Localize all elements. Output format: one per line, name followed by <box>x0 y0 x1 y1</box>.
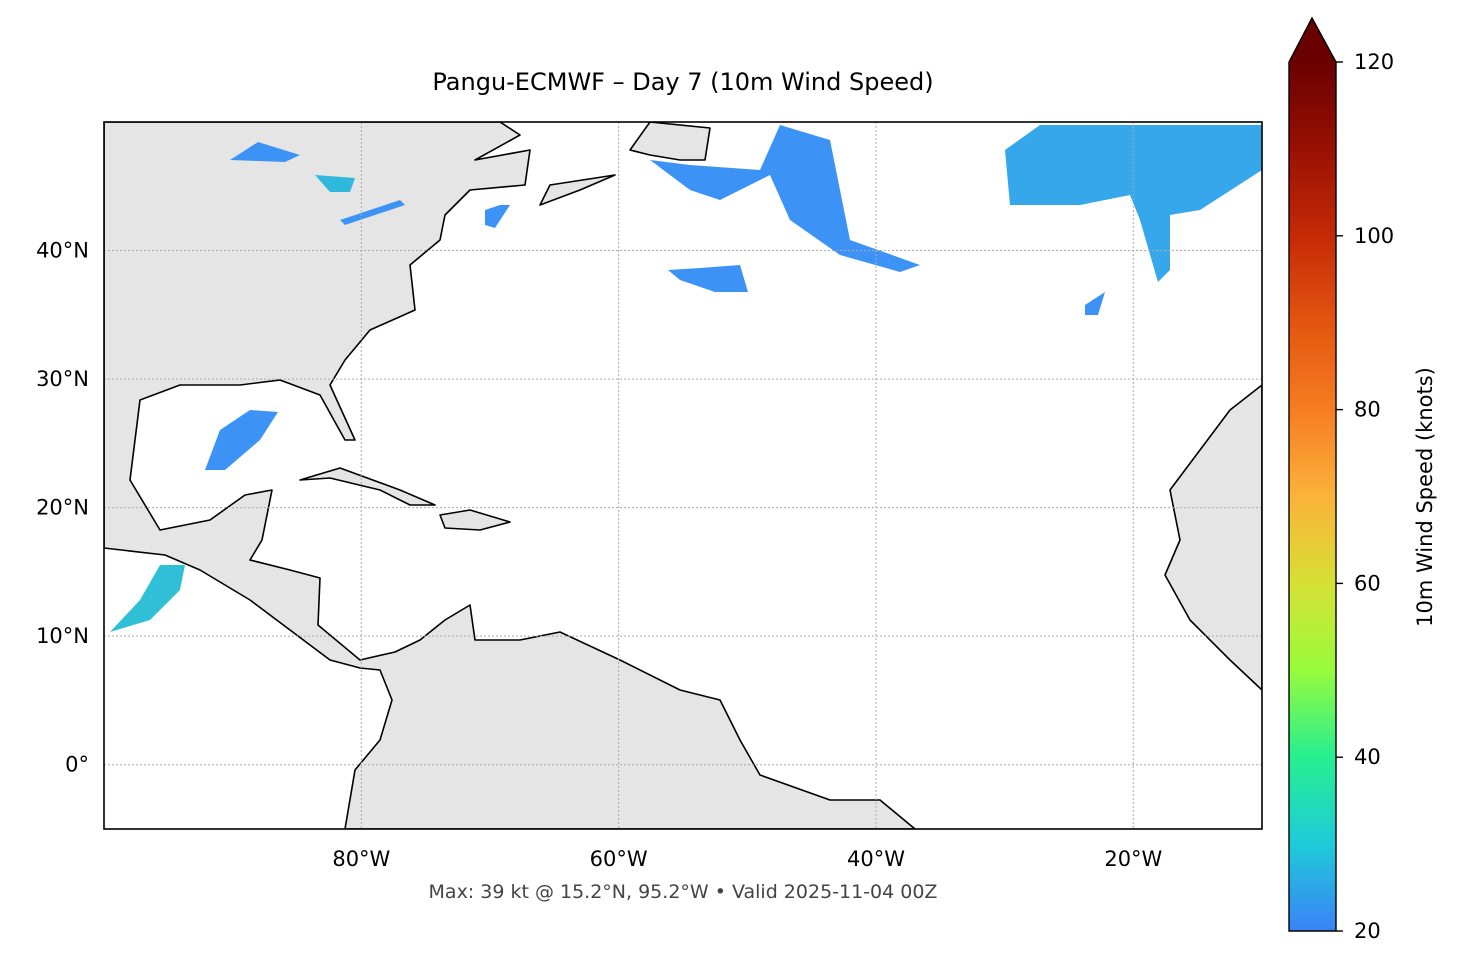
colorbar-label: 10m Wind Speed (knots) <box>1413 367 1437 627</box>
map-frame <box>103 121 1263 830</box>
land <box>439 509 511 531</box>
colorbar-extend <box>1289 18 1336 62</box>
y-tick-label: 0° <box>65 753 89 777</box>
colorbar-frame <box>1288 16 1337 932</box>
y-tick-label: 30°N <box>36 367 89 391</box>
land <box>299 467 436 506</box>
land <box>1164 384 1262 691</box>
x-tick-label: 80°W <box>332 847 390 871</box>
map-area <box>104 122 1262 829</box>
colorbar-tick-label: 60 <box>1354 571 1381 595</box>
y-tick-label: 40°N <box>36 239 89 263</box>
footer-note: Max: 39 kt @ 15.2°N, 95.2°W • Valid 2025… <box>429 881 938 903</box>
land <box>539 174 616 206</box>
x-tick-label: 60°W <box>590 847 648 871</box>
colorbar-tick-label: 120 <box>1354 50 1394 74</box>
land <box>104 122 916 829</box>
colorbar <box>1289 62 1336 931</box>
x-tick-label: 40°W <box>847 847 905 871</box>
x-tick-label: 20°W <box>1104 847 1162 871</box>
y-tick-label: 10°N <box>36 624 89 648</box>
chart-title: Pangu-ECMWF – Day 7 (10m Wind Speed) <box>432 68 933 96</box>
colorbar-tick-label: 40 <box>1354 745 1381 769</box>
colorbar-tick-label: 100 <box>1354 224 1394 248</box>
colorbar-tick-label: 20 <box>1354 919 1381 943</box>
colorbar-tick-label: 80 <box>1354 398 1381 422</box>
land <box>629 122 711 161</box>
y-tick-label: 20°N <box>36 496 89 520</box>
gridlines <box>104 122 1262 829</box>
